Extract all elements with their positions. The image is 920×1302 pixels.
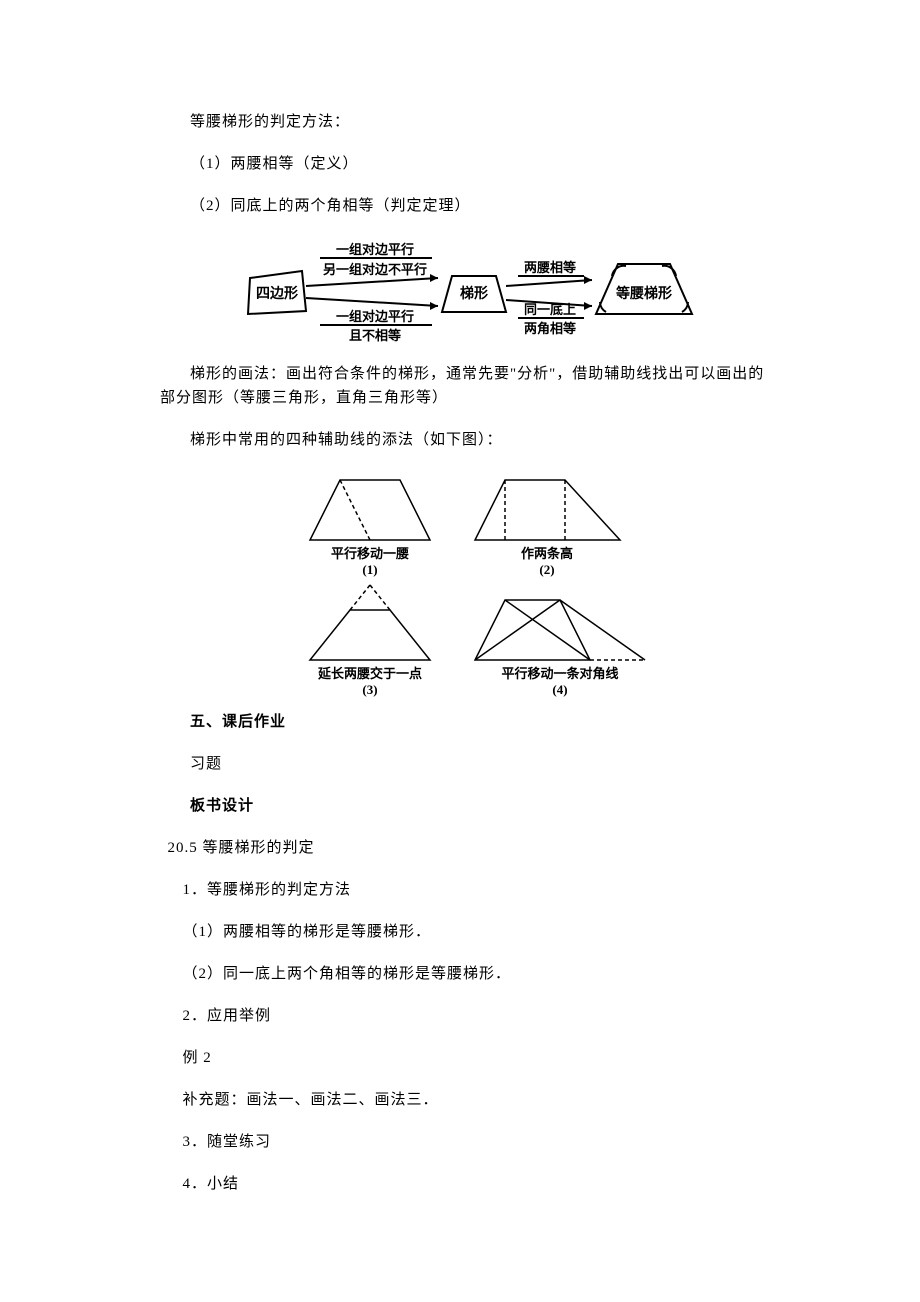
- aux-num-1: (1): [362, 562, 377, 577]
- aux-caption-4: 平行移动一条对角线: [501, 666, 618, 681]
- board-l1a: （1）两腰相等的梯形是等腰梯形．: [183, 920, 781, 944]
- flow-node-1-label: 四边形: [256, 285, 298, 302]
- aux-caption-1: 平行移动一腰: [331, 546, 409, 561]
- aux-caption-2: 作两条高: [521, 546, 573, 561]
- judgement-heading: 等腰梯形的判定方法：: [160, 110, 780, 134]
- flow-node-3-label: 等腰梯形: [616, 285, 672, 302]
- board-l4: 4．小结: [183, 1172, 781, 1196]
- flow-edge1-bot-line2: 且不相等: [349, 328, 401, 343]
- aux-lines-diagram: 平行移动一腰 (1) 作两条高 (2) 延长两腰交于一点 (3): [160, 470, 780, 700]
- board-design-heading: 板书设计: [160, 794, 780, 818]
- flow-edge2-bot-line2: 两角相等: [524, 321, 576, 336]
- flow-edge1-top-line1: 一组对边平行: [336, 242, 414, 257]
- flow-edge1-top-line2: 另一组对边不平行: [323, 262, 427, 277]
- aux-num-3: (3): [362, 682, 377, 697]
- drawing-method-para: 梯形的画法：画出符合条件的梯形，通常先要"分析"，借助辅助线找出可以画出的部分图…: [160, 362, 780, 410]
- board-l1b: （2）同一底上两个角相等的梯形是等腰梯形．: [183, 962, 781, 986]
- aux-num-2: (2): [539, 562, 554, 577]
- drawing-method-text: 梯形的画法：画出符合条件的梯形，通常先要"分析"，借助辅助线找出可以画出的部分图…: [160, 366, 764, 406]
- board-l3: 3．随堂练习: [183, 1130, 781, 1154]
- section-5-heading: 五、课后作业: [160, 710, 780, 734]
- aux-caption-3: 延长两腰交于一点: [317, 666, 422, 681]
- board-l1: 1．等腰梯形的判定方法: [183, 878, 781, 902]
- flow-edge2-bot-line1: 同一底上: [524, 302, 576, 317]
- aux-num-4: (4): [552, 682, 567, 697]
- board-sup: 补充题：画法一、画法二、画法三．: [183, 1088, 781, 1112]
- board-title: 20.5 等腰梯形的判定: [168, 836, 781, 860]
- flow-edge1-bot-line1: 一组对边平行: [336, 309, 414, 324]
- exercise-label: 习题: [160, 752, 780, 776]
- board-l2: 2．应用举例: [183, 1004, 781, 1028]
- flow-edge2-top: 两腰相等: [524, 260, 576, 275]
- board-ex2: 例 2: [183, 1046, 781, 1070]
- aux-line-intro: 梯形中常用的四种辅助线的添法（如下图）：: [160, 428, 780, 452]
- flowchart-diagram: 四边形 一组对边平行 另一组对边不平行 一组对边平行 且不相等 梯形 两腰相等 …: [160, 236, 780, 346]
- flow-node-2-label: 梯形: [460, 285, 488, 302]
- judgement-item-1: （1）两腰相等（定义）: [160, 152, 780, 176]
- judgement-item-2: （2）同底上的两个角相等（判定定理）: [160, 194, 780, 218]
